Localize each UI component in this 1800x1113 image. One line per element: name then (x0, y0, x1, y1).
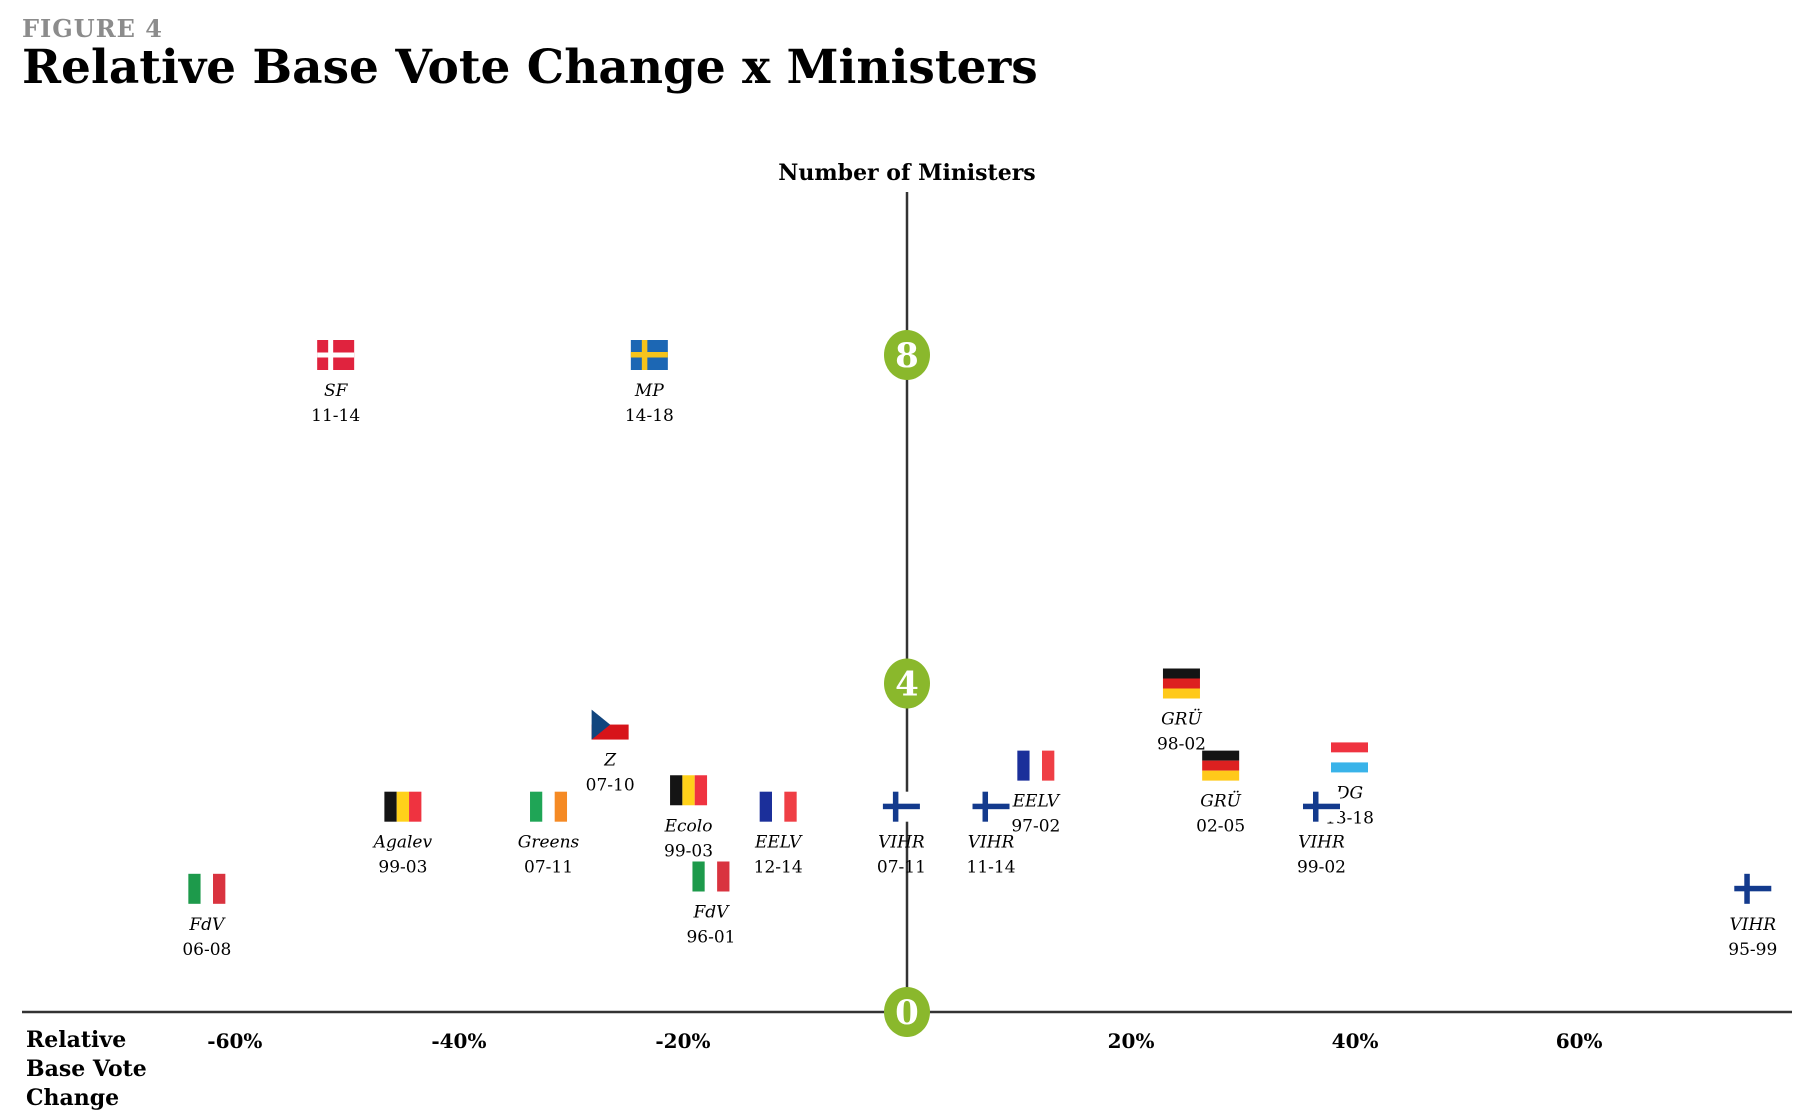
data-point-france-flag: EELV 97-02 (1011, 750, 1061, 837)
sweden-flag-icon (630, 340, 668, 370)
data-point-finland-flag: VIHR 95-99 (1728, 873, 1777, 960)
data-point-germany-flag: GRÜ 02-05 (1196, 750, 1245, 837)
point-party-label: EELV (754, 833, 803, 853)
data-point-finland-flag: VIHR 99-02 (1297, 791, 1346, 878)
data-point-finland-flag: VIHR 11-14 (967, 791, 1016, 878)
point-party-label: Greens (518, 833, 580, 853)
x-axis-title-line: Change (26, 1085, 119, 1111)
point-party-label: VIHR (968, 833, 1015, 853)
y-tick-badge: 4 (884, 658, 930, 709)
x-tick-labels: -60% -40% -20% 20% 40% 60% (207, 1029, 1602, 1053)
point-party-label: FdV (188, 915, 226, 935)
point-party-label: EELV (1012, 792, 1061, 812)
france-flag-icon (759, 791, 797, 822)
data-point-ireland-flag: Greens 07-11 (518, 791, 580, 878)
x-tick-label: -20% (655, 1029, 710, 1053)
france-flag-icon (1017, 750, 1055, 781)
data-point-finland-flag: VIHR 07-11 (877, 791, 926, 878)
point-years-label: 07-10 (586, 776, 635, 796)
finland-flag-icon (882, 791, 920, 822)
point-years-label: 02-05 (1196, 817, 1245, 837)
axes: Number of Ministers Relative Base Vote Cha… (22, 160, 1792, 1111)
point-years-label: 99-03 (664, 841, 713, 861)
point-party-label: GRÜ (1161, 709, 1202, 730)
x-tick-label: 20% (1108, 1029, 1155, 1053)
data-point-italy-flag: FdV 96-01 (686, 861, 735, 947)
y-tick-label: 0 (895, 993, 919, 1033)
y-tick-label: 4 (895, 665, 919, 705)
x-axis-title: Relative Base Vote Change (26, 1027, 147, 1111)
data-point-belgium-flag: Agalev 99-03 (372, 791, 433, 878)
point-party-label: VIHR (878, 833, 925, 853)
y-tick-badge-circle (884, 658, 930, 709)
ireland-flag-icon (530, 791, 568, 822)
point-years-label: 07-11 (877, 858, 926, 878)
point-party-label: FdV (692, 902, 730, 922)
data-point-italy-flag: FdV 06-08 (182, 873, 231, 960)
y-axis-title: Number of Ministers (778, 160, 1035, 186)
finland-flag-icon (1302, 791, 1340, 822)
y-tick-badge: 0 (884, 987, 930, 1037)
point-years-label: 12-14 (754, 858, 803, 878)
point-years-label: 11-14 (967, 858, 1016, 878)
italy-flag-icon (692, 861, 730, 892)
denmark-flag-icon (317, 340, 355, 370)
y-tick-badges: 0 4 8 (884, 330, 930, 1037)
point-years-label: 99-03 (378, 858, 427, 878)
point-party-label: VIHR (1298, 833, 1345, 853)
point-years-label: 14-18 (625, 406, 674, 426)
data-point-france-flag: EELV 12-14 (754, 791, 803, 878)
point-years-label: 97-02 (1011, 817, 1060, 837)
germany-flag-icon (1162, 668, 1200, 699)
data-points: SF 11-14 MP 14-18 Z 07-10 Agalev 99-03 Greens 07-… (182, 340, 1777, 960)
point-years-label: 95-99 (1728, 940, 1777, 960)
point-years-label: 99-02 (1297, 858, 1346, 878)
point-party-label: Ecolo (664, 816, 713, 836)
x-tick-label: -60% (207, 1029, 262, 1053)
point-party-label: SF (324, 381, 349, 401)
data-point-sweden-flag: MP 14-18 (625, 340, 674, 426)
point-years-label: 11-14 (311, 406, 360, 426)
y-tick-label: 8 (895, 336, 919, 376)
figure-title: Relative Base Vote Change x Ministers (22, 40, 1038, 95)
point-party-label: GRÜ (1200, 791, 1241, 812)
point-party-label: Z (603, 751, 617, 771)
data-point-denmark-flag: SF 11-14 (311, 340, 360, 426)
point-years-label: 98-02 (1157, 735, 1206, 755)
x-tick-label: -40% (431, 1029, 486, 1053)
italy-flag-icon (188, 873, 226, 904)
y-tick-badge-circle (884, 330, 930, 380)
belgium-flag-icon (670, 775, 708, 806)
y-tick-badge: 8 (884, 330, 930, 380)
point-years-label: 96-01 (686, 927, 735, 947)
figure-kicker: FIGURE 4 (22, 14, 163, 43)
point-party-label: DG (1335, 783, 1363, 803)
y-tick-badge-circle (884, 987, 930, 1037)
x-axis-title-line: Relative (26, 1027, 126, 1053)
finland-flag-icon (972, 791, 1010, 822)
x-tick-label: 40% (1332, 1029, 1379, 1053)
point-years-label: 06-08 (182, 940, 231, 960)
point-years-label: 07-11 (524, 858, 573, 878)
czechia-flag-icon (591, 709, 629, 740)
germany-flag-icon (1202, 750, 1240, 781)
belgium-flag-icon (384, 791, 422, 822)
point-party-label: Agalev (372, 833, 433, 853)
finland-flag-icon (1734, 873, 1772, 904)
x-axis-title-line: Base Vote (26, 1056, 147, 1082)
data-point-belgium-flag: Ecolo 99-03 (664, 775, 713, 861)
point-party-label: MP (634, 381, 664, 401)
luxembourg-flag-icon (1331, 742, 1368, 773)
data-point-germany-flag: GRÜ 98-02 (1157, 668, 1206, 755)
data-point-czechia-flag: Z 07-10 (586, 709, 635, 796)
point-party-label: VIHR (1729, 915, 1776, 935)
x-tick-label: 60% (1556, 1029, 1603, 1053)
